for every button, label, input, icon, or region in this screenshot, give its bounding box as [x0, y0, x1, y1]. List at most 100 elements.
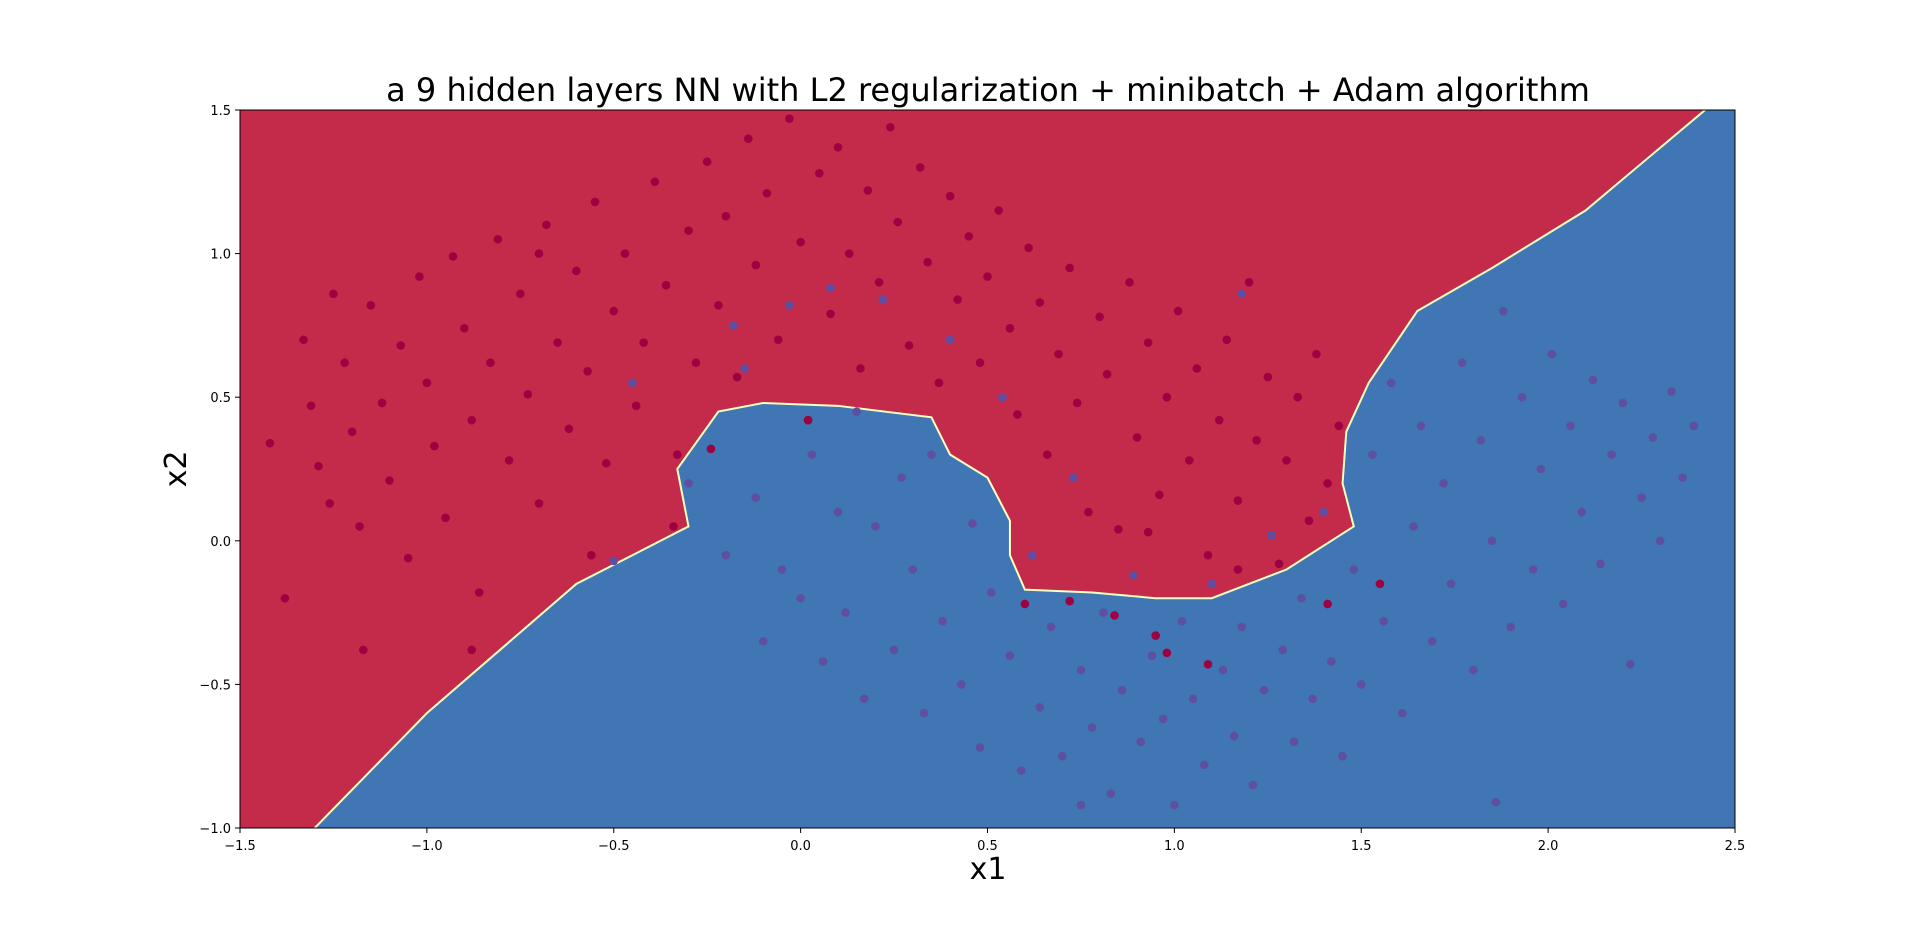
data-point-class-0 [534, 499, 544, 508]
data-point-class-1 [897, 473, 906, 482]
data-point-class-1 [628, 378, 637, 388]
data-point-class-1 [1248, 780, 1258, 790]
data-point-class-0 [422, 378, 432, 388]
data-point-class-1 [1667, 387, 1676, 396]
data-point-class-1 [1386, 378, 1396, 388]
y-tick-label: 1.0 [210, 248, 231, 263]
data-point-class-1 [1655, 536, 1665, 546]
decision-boundary [314, 110, 1706, 828]
data-point-class-0 [732, 372, 742, 382]
data-point-class-0 [583, 367, 592, 376]
y-tick-label: −0.5 [199, 678, 231, 693]
data-point-class-0 [1162, 392, 1172, 402]
data-point-class-0 [1233, 565, 1243, 574]
data-point-class-1 [1588, 375, 1598, 385]
data-point-class-1 [751, 493, 761, 503]
data-point-class-1 [1439, 479, 1448, 488]
data-point-class-0 [1151, 631, 1160, 640]
data-point-class-0 [1293, 392, 1303, 402]
data-point-class-1 [859, 694, 869, 704]
data-point-class-0 [1084, 507, 1093, 517]
data-point-class-0 [1132, 433, 1142, 442]
data-point-class-0 [467, 645, 477, 655]
data-point-class-0 [355, 522, 364, 531]
data-point-class-1 [1028, 550, 1037, 560]
data-point-class-1 [1487, 536, 1497, 546]
data-point-class-1 [841, 608, 850, 617]
data-point-class-1 [1278, 645, 1288, 655]
data-point-class-0 [915, 163, 925, 172]
data-point-class-1 [1229, 731, 1239, 741]
data-point-class-1 [807, 450, 817, 459]
y-tick-label: 1.5 [210, 104, 231, 119]
data-point-class-0 [306, 401, 316, 411]
data-point-class-1 [938, 616, 947, 626]
data-point-class-1 [1170, 800, 1179, 810]
data-point-class-0 [714, 300, 723, 310]
data-point-class-1 [1618, 398, 1628, 408]
data-point-class-1 [1446, 579, 1456, 589]
data-point-class-0 [329, 289, 338, 299]
data-point-class-0 [1024, 243, 1033, 253]
data-point-class-0 [953, 295, 962, 304]
data-point-class-0 [923, 257, 932, 267]
data-point-class-1 [1259, 685, 1269, 695]
scatter-points [265, 114, 1699, 810]
data-point-class-1 [777, 565, 787, 574]
data-point-class-1 [1577, 507, 1587, 517]
data-point-class-0 [994, 206, 1004, 215]
data-point-class-0 [1125, 278, 1134, 287]
data-point-class-1 [1379, 616, 1388, 626]
data-point-class-0 [448, 252, 458, 261]
data-point-class-1 [684, 479, 693, 488]
data-point-class-0 [1143, 338, 1153, 347]
data-point-class-1 [1297, 593, 1306, 603]
data-point-class-1 [1147, 651, 1157, 660]
data-point-class-1 [889, 645, 899, 655]
data-point-class-1 [1237, 622, 1246, 632]
data-point-class-0 [1312, 349, 1321, 359]
data-point-class-0 [796, 237, 805, 247]
data-point-class-1 [1076, 665, 1086, 675]
data-point-class-0 [441, 513, 450, 523]
data-point-class-0 [299, 335, 308, 345]
data-point-class-1 [1016, 766, 1026, 775]
data-point-class-0 [983, 272, 992, 281]
data-point-class-0 [1035, 298, 1045, 307]
data-point-class-0 [631, 401, 641, 411]
data-point-class-1 [1398, 708, 1407, 718]
data-point-class-0 [385, 476, 394, 485]
data-point-class-0 [1095, 312, 1104, 322]
data-point-class-0 [721, 211, 731, 221]
data-point-class-1 [1491, 797, 1501, 807]
data-point-class-1 [1117, 685, 1127, 695]
data-point-class-0 [702, 157, 712, 166]
data-point-class-0 [396, 341, 406, 350]
data-point-class-1 [1237, 289, 1246, 299]
chart-title: a 9 hidden layers NN with L2 regularizat… [386, 71, 1590, 109]
data-point-class-1 [1158, 714, 1168, 724]
data-point-class-0 [1203, 659, 1213, 669]
y-tick-label: −1.0 [199, 822, 231, 837]
data-point-class-1 [1637, 493, 1646, 503]
data-point-class-1 [927, 450, 936, 459]
data-point-class-1 [1207, 579, 1217, 589]
x-tick-label: −1.5 [224, 839, 256, 854]
data-point-class-0 [534, 249, 544, 258]
data-point-class-1 [1005, 651, 1015, 660]
data-point-class-1 [1057, 751, 1067, 761]
data-point-class-1 [1308, 694, 1317, 704]
data-point-class-1 [1327, 657, 1336, 666]
data-point-class-0 [280, 593, 290, 603]
data-point-class-0 [572, 266, 581, 276]
data-point-class-1 [975, 743, 985, 752]
data-point-class-1 [1596, 559, 1605, 569]
data-point-class-0 [886, 122, 895, 132]
data-point-class-0 [459, 323, 469, 333]
data-point-class-1 [1218, 665, 1228, 675]
data-point-class-0 [467, 415, 477, 425]
data-point-class-0 [639, 338, 648, 347]
data-point-class-1 [968, 519, 977, 528]
data-point-class-1 [826, 283, 835, 293]
